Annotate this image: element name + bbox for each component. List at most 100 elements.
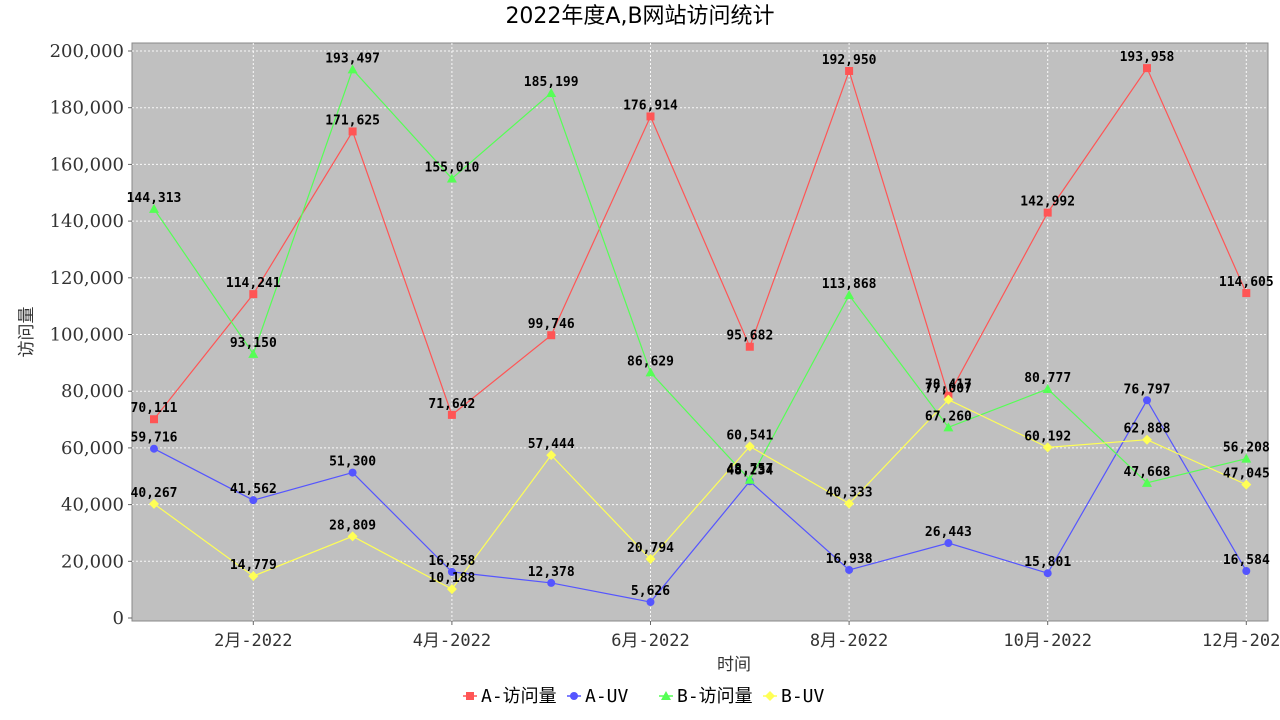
series-line (153, 398, 1247, 590)
y-axis-label: 访问量 (17, 307, 37, 358)
chart-title: 2022年度A,B网站访问统计 (505, 4, 775, 29)
series-4 (149, 394, 1252, 595)
data-label: 16,258 (428, 554, 475, 569)
data-point (149, 498, 159, 509)
legend-label: B-访问量 (677, 686, 753, 707)
x-tick-label: 2月-2022 (214, 631, 292, 651)
series-line (153, 66, 1247, 420)
data-point (1042, 383, 1053, 393)
data-label: 14,779 (230, 558, 277, 573)
data-label: 56,208 (1223, 441, 1270, 456)
data-point (249, 496, 258, 505)
data-label: 95,682 (726, 329, 773, 344)
data-point (943, 422, 954, 432)
y-tick-label: 140,000 (50, 211, 124, 232)
data-label: 40,267 (131, 486, 178, 501)
axes: 0 20,000 40,000 60,000 80,000 100,000 120,000 1… (50, 41, 1280, 651)
data-label: 59,716 (131, 431, 178, 446)
data-point (645, 367, 656, 377)
data-label: 99,746 (528, 317, 575, 332)
data-label: 51,300 (329, 455, 376, 470)
data-label: 76,797 (1124, 382, 1171, 397)
legend-marker (466, 692, 474, 700)
data-label: 185,199 (524, 75, 579, 90)
data-point (347, 531, 358, 542)
series-3 (149, 64, 1252, 487)
data-label: 47,668 (1124, 465, 1171, 480)
data-point (347, 64, 358, 74)
y-tick-label: 200,000 (50, 41, 124, 62)
data-point (646, 598, 655, 607)
data-point (546, 450, 557, 461)
data-label: 176,914 (623, 98, 678, 113)
data-point (1241, 453, 1252, 463)
data-point (744, 474, 755, 484)
data-point (1143, 64, 1151, 73)
series-line (153, 399, 1247, 603)
x-tick-label: 12月-2022 (1202, 631, 1280, 651)
x-tick-label: 4月-2022 (413, 631, 491, 651)
grid-lines (132, 43, 1268, 621)
data-label: 41,562 (230, 482, 277, 497)
data-label: 60,541 (726, 428, 773, 443)
plot-area (131, 42, 1269, 622)
data-point (149, 203, 159, 213)
data-label: 60,192 (1024, 429, 1071, 444)
data-point (1043, 569, 1052, 578)
data-point (1142, 434, 1152, 445)
legend-item-3[interactable]: B-访问量 (659, 686, 753, 707)
data-point (446, 584, 457, 595)
data-label: 48,757 (726, 462, 773, 477)
data-point (1043, 208, 1052, 217)
legend-item-1[interactable]: A-访问量 (463, 686, 557, 707)
data-label: 142,992 (1020, 195, 1075, 210)
data-label: 16,584 (1223, 553, 1270, 568)
data-label: 114,241 (226, 276, 281, 291)
series-line (153, 68, 1247, 484)
data-point (646, 112, 655, 121)
data-point (845, 565, 854, 574)
data-point (447, 567, 456, 576)
data-point (1042, 442, 1053, 453)
legend-item-2[interactable]: A-UV (567, 686, 629, 707)
data-label: 67,260 (925, 409, 972, 424)
data-label: 70,111 (131, 401, 178, 416)
data-label: 62,888 (1124, 422, 1171, 437)
y-tick-label: 0 (113, 608, 124, 629)
data-point (248, 348, 259, 358)
x-tick-label: 8月-2022 (810, 631, 888, 651)
data-point (1242, 566, 1251, 575)
data-label: 26,443 (925, 525, 972, 540)
legend-marker (661, 691, 671, 700)
y-tick-label: 120,000 (50, 268, 124, 289)
data-label: 113,868 (822, 277, 877, 292)
y-tick-label: 100,000 (50, 325, 124, 346)
data-point (446, 173, 457, 183)
y-tick-label: 60,000 (61, 438, 124, 459)
x-tick-label: 10月-2022 (1003, 631, 1092, 651)
data-point (844, 498, 855, 509)
data-point (547, 331, 556, 340)
x-axis-label: 时间 (717, 655, 751, 675)
data-label: 15,801 (1024, 555, 1071, 570)
legend[interactable]: A-访问量 A-UV B-访问量 B-UV (463, 686, 825, 707)
data-label: 16,938 (826, 552, 873, 567)
data-point (944, 539, 953, 548)
data-label: 71,642 (428, 397, 475, 412)
data-label: 144,313 (127, 191, 182, 206)
data-point (1242, 289, 1251, 298)
data-point (1142, 477, 1152, 487)
legend-marker (765, 691, 775, 701)
series-layer (149, 64, 1252, 607)
data-labels: 70,111 114,241 171,625 71,642 99,746 176,914 9… (127, 50, 1274, 599)
data-label: 78,417 (925, 378, 972, 393)
data-label: 28,809 (329, 518, 376, 533)
data-label: 86,629 (627, 354, 674, 369)
data-point (150, 444, 158, 453)
data-label: 20,794 (627, 541, 674, 556)
data-label: 192,950 (822, 53, 877, 68)
data-point (249, 290, 258, 299)
y-tick-label: 180,000 (50, 98, 124, 119)
legend-item-4[interactable]: B-UV (763, 686, 825, 707)
